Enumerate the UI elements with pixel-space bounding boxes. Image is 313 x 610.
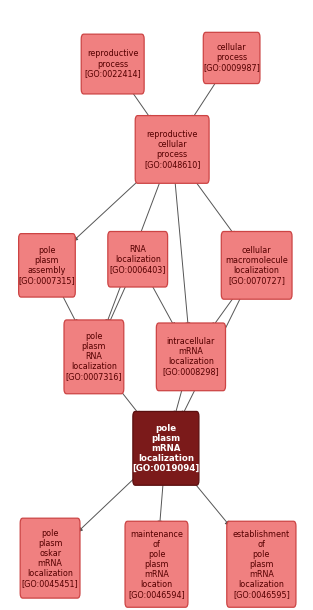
FancyBboxPatch shape [64,320,124,394]
Text: intracellular
mRNA
localization
[GO:0008298]: intracellular mRNA localization [GO:0008… [162,337,219,376]
Text: pole
plasm
RNA
localization
[GO:0007316]: pole plasm RNA localization [GO:0007316] [66,332,122,381]
Text: reproductive
cellular
process
[GO:0048610]: reproductive cellular process [GO:004861… [144,130,200,169]
FancyBboxPatch shape [203,32,260,84]
Text: cellular
process
[GO:0009987]: cellular process [GO:0009987] [203,43,260,73]
FancyBboxPatch shape [81,34,144,94]
Text: pole
plasm
mRNA
localization
[GO:0019094]: pole plasm mRNA localization [GO:0019094… [132,424,199,473]
Text: maintenance
of
pole
plasm
mRNA
location
[GO:0046594]: maintenance of pole plasm mRNA location … [128,529,185,599]
FancyBboxPatch shape [221,232,292,300]
FancyBboxPatch shape [135,116,209,183]
FancyBboxPatch shape [133,411,199,486]
FancyBboxPatch shape [125,521,188,608]
FancyBboxPatch shape [156,323,225,391]
Text: pole
plasm
assembly
[GO:0007315]: pole plasm assembly [GO:0007315] [18,246,75,285]
Text: RNA
localization
[GO:0006403]: RNA localization [GO:0006403] [110,245,166,274]
FancyBboxPatch shape [227,521,296,608]
Text: establishment
of
pole
plasm
mRNA
localization
[GO:0046595]: establishment of pole plasm mRNA localiz… [233,529,290,599]
FancyBboxPatch shape [20,518,80,598]
Text: reproductive
process
[GO:0022414]: reproductive process [GO:0022414] [84,49,141,79]
Text: pole
plasm
oskar
mRNA
localization
[GO:0045451]: pole plasm oskar mRNA localization [GO:0… [22,528,79,588]
FancyBboxPatch shape [18,234,75,297]
Text: cellular
macromolecule
localization
[GO:0070727]: cellular macromolecule localization [GO:… [225,246,288,285]
FancyBboxPatch shape [108,232,168,287]
